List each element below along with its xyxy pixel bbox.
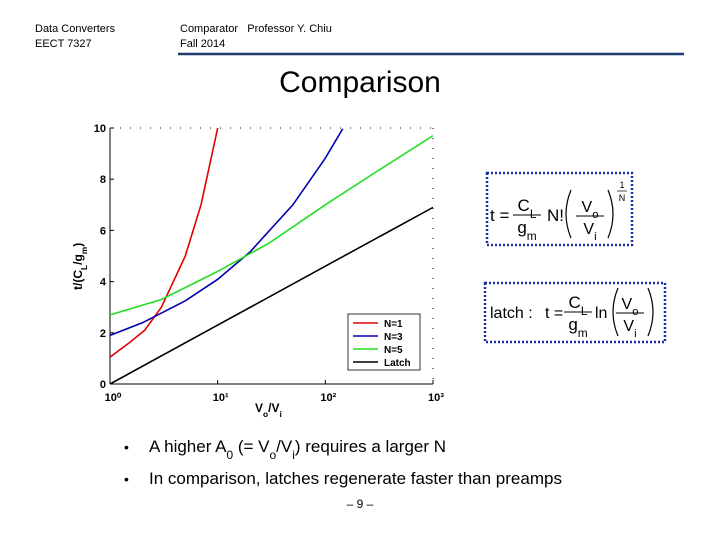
text-run: /g xyxy=(71,254,85,265)
legend-label: N=3 xyxy=(384,332,403,343)
subscript: m xyxy=(79,247,89,254)
text-run: (= V xyxy=(233,437,270,456)
term: Fall 2014 xyxy=(180,38,225,50)
subscript: i xyxy=(292,448,295,462)
x-tick-label: 10³ xyxy=(428,392,444,404)
y-tick-label: 2 xyxy=(100,328,106,340)
page-number: – 9 – xyxy=(347,497,374,511)
text-run: In comparison, latches regenerate faster… xyxy=(149,469,562,488)
text-run: V xyxy=(583,221,594,238)
y-tick-label: 0 xyxy=(100,379,106,391)
denominator: Vi xyxy=(623,318,636,340)
parenthesis xyxy=(647,287,654,337)
x-axis-label: Vo/Vi xyxy=(255,401,282,419)
subscript: 0 xyxy=(227,448,234,462)
text-run: /V xyxy=(276,437,293,456)
subscript: i xyxy=(634,328,637,340)
subscript: L xyxy=(79,265,89,270)
topic: Comparator Professor Y. Chiu xyxy=(180,23,332,35)
subscript: m xyxy=(527,229,537,243)
subscript: o xyxy=(270,448,277,462)
text-run: V xyxy=(622,296,633,313)
numerator: CL xyxy=(569,293,588,318)
x-tick-label: 10² xyxy=(320,392,336,404)
parenthesis xyxy=(612,287,619,337)
text-run: g xyxy=(517,218,526,237)
text-run: /V xyxy=(268,401,279,415)
exponent: N xyxy=(619,193,626,203)
formula-text: t = xyxy=(490,206,509,225)
series-line xyxy=(110,128,344,337)
text-run: V xyxy=(623,318,634,335)
course: Data Converters xyxy=(35,23,116,35)
y-tick-label: 8 xyxy=(100,174,106,186)
legend-label: Latch xyxy=(384,358,411,369)
formula-text: N! xyxy=(547,206,564,225)
series-line xyxy=(110,128,219,358)
text-run: V xyxy=(255,401,263,415)
text-run: ) xyxy=(71,243,85,247)
exponent: 1 xyxy=(619,180,624,190)
y-axis-label: t/(CL/gm) xyxy=(71,243,89,290)
formula-box xyxy=(485,171,634,247)
legend-label: N=1 xyxy=(384,319,403,330)
text-run: A higher A xyxy=(149,437,227,456)
course-code: EECT 7327 xyxy=(35,38,92,50)
text-run: C xyxy=(569,293,581,312)
bullet-text: A higher A0 (= Vo/Vi) requires a larger … xyxy=(149,437,446,462)
subscript: L xyxy=(581,304,588,318)
y-tick-label: 6 xyxy=(100,225,106,237)
numerator: CL xyxy=(518,196,537,221)
x-tick-label: 10¹ xyxy=(213,392,229,404)
subscript: L xyxy=(530,207,537,221)
subscript: o xyxy=(592,209,598,221)
x-tick-label: 10⁰ xyxy=(105,392,122,404)
subscript: i xyxy=(594,231,597,243)
slide-title: Comparison xyxy=(279,66,441,99)
formula-text: latch : xyxy=(490,305,533,322)
numerator: Vo xyxy=(622,296,639,318)
formula-box xyxy=(483,281,667,344)
legend-box xyxy=(347,313,421,371)
subscript: o xyxy=(632,306,638,318)
numerator: Vo xyxy=(582,199,599,221)
parenthesis xyxy=(607,189,614,239)
denominator: gm xyxy=(568,315,587,340)
bullet-marker: • xyxy=(124,471,129,487)
subscript: i xyxy=(279,409,281,419)
text-run: t/(C xyxy=(71,270,85,290)
text-run: V xyxy=(582,199,593,216)
bullet-marker: • xyxy=(124,439,129,455)
denominator: Vi xyxy=(583,221,596,243)
y-tick-label: 4 xyxy=(100,277,107,289)
text-run: g xyxy=(568,315,577,334)
bullet-text: In comparison, latches regenerate faster… xyxy=(149,469,562,488)
legend-label: N=5 xyxy=(384,345,403,356)
subscript: o xyxy=(263,409,268,419)
formula-text: t = xyxy=(545,305,563,322)
subscript: m xyxy=(578,326,588,340)
series-line xyxy=(110,206,433,384)
text-run: ) requires a larger N xyxy=(295,437,446,456)
parenthesis xyxy=(565,189,572,239)
text-run: C xyxy=(518,196,530,215)
denominator: gm xyxy=(517,218,536,243)
formula-text: ln xyxy=(595,305,607,322)
series-line xyxy=(110,135,433,316)
y-tick-label: 10 xyxy=(94,123,106,135)
